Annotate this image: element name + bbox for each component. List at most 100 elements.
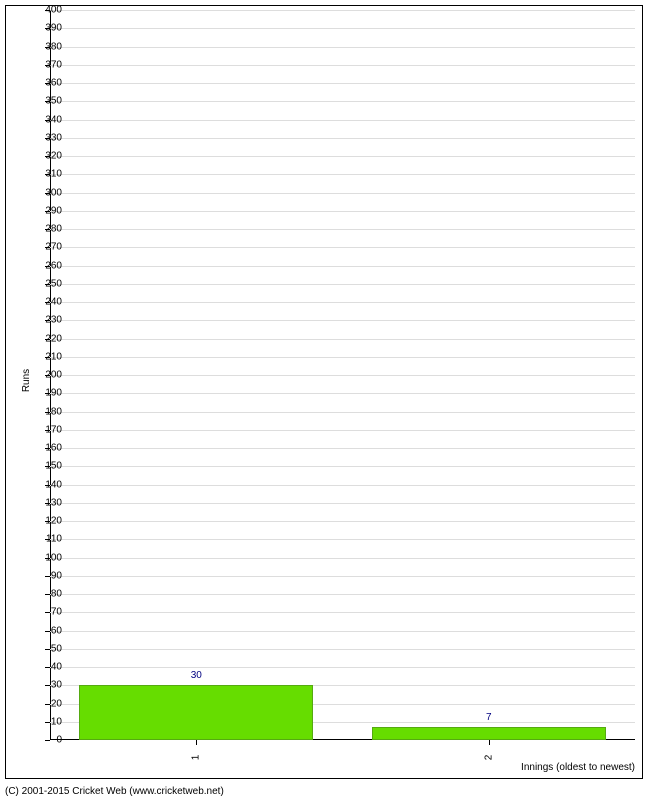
gridline: [50, 430, 635, 431]
y-tick-label: 310: [45, 169, 62, 180]
y-tick-label: 350: [45, 96, 62, 107]
gridline: [50, 485, 635, 486]
gridline: [50, 649, 635, 650]
y-tick-label: 260: [45, 260, 62, 271]
gridline: [50, 357, 635, 358]
y-tick-label: 100: [45, 552, 62, 563]
gridline: [50, 174, 635, 175]
y-tick-label: 190: [45, 388, 62, 399]
y-tick-label: 180: [45, 406, 62, 417]
gridline: [50, 576, 635, 577]
copyright-text: (C) 2001-2015 Cricket Web (www.cricketwe…: [5, 786, 224, 797]
y-tick-mark: [45, 722, 50, 723]
y-tick-label: 290: [45, 205, 62, 216]
gridline: [50, 28, 635, 29]
y-tick-label: 210: [45, 351, 62, 362]
y-tick-label: 110: [46, 534, 62, 545]
y-tick-label: 0: [56, 735, 62, 746]
y-tick-label: 220: [45, 333, 62, 344]
gridline: [50, 594, 635, 595]
gridline: [50, 211, 635, 212]
y-tick-label: 340: [45, 114, 62, 125]
gridline: [50, 466, 635, 467]
gridline: [50, 631, 635, 632]
y-tick-mark: [45, 685, 50, 686]
y-tick-label: 330: [45, 132, 62, 143]
gridline: [50, 558, 635, 559]
gridline: [50, 193, 635, 194]
gridline: [50, 10, 635, 11]
gridline: [50, 320, 635, 321]
gridline: [50, 375, 635, 376]
y-tick-mark: [45, 594, 50, 595]
gridline: [50, 667, 635, 668]
y-tick-label: 90: [51, 570, 62, 581]
y-tick-mark: [45, 704, 50, 705]
y-tick-label: 200: [45, 370, 62, 381]
y-tick-label: 80: [51, 589, 62, 600]
x-tick-mark: [196, 740, 197, 745]
y-tick-label: 320: [45, 151, 62, 162]
chart-container: 30 7 Runs Innings (oldest to newest) (C) …: [0, 0, 650, 800]
y-tick-label: 300: [45, 187, 62, 198]
gridline: [50, 247, 635, 248]
gridline: [50, 138, 635, 139]
bar: [79, 685, 313, 740]
gridline: [50, 284, 635, 285]
bar-value-label: 30: [191, 670, 202, 681]
y-tick-label: 390: [45, 23, 62, 34]
plot-area: 30 7: [50, 10, 635, 740]
gridline: [50, 266, 635, 267]
y-tick-label: 370: [45, 59, 62, 70]
y-tick-mark: [45, 740, 50, 741]
y-tick-label: 20: [51, 698, 62, 709]
gridline: [50, 83, 635, 84]
gridline: [50, 521, 635, 522]
y-tick-label: 40: [51, 662, 62, 673]
gridline: [50, 47, 635, 48]
x-tick-label: 2: [483, 755, 494, 761]
x-tick-mark: [489, 740, 490, 745]
y-tick-label: 50: [51, 643, 62, 654]
y-tick-label: 170: [45, 424, 62, 435]
gridline: [50, 503, 635, 504]
gridline: [50, 448, 635, 449]
gridline: [50, 229, 635, 230]
gridline: [50, 539, 635, 540]
gridline: [50, 120, 635, 121]
y-tick-label: 10: [51, 716, 62, 727]
x-tick-label: 1: [191, 755, 202, 761]
y-tick-label: 30: [51, 680, 62, 691]
y-tick-mark: [45, 576, 50, 577]
gridline: [50, 101, 635, 102]
y-tick-label: 270: [45, 242, 62, 253]
bar-value-label: 7: [486, 712, 492, 723]
y-tick-mark: [45, 649, 50, 650]
gridline: [50, 65, 635, 66]
y-tick-label: 230: [45, 315, 62, 326]
y-axis-label: Runs: [21, 369, 32, 392]
y-tick-label: 280: [45, 224, 62, 235]
y-tick-mark: [45, 631, 50, 632]
gridline: [50, 339, 635, 340]
y-tick-label: 140: [45, 479, 62, 490]
x-axis-label: Innings (oldest to newest): [521, 762, 635, 773]
y-tick-label: 250: [45, 278, 62, 289]
gridline: [50, 393, 635, 394]
y-tick-label: 60: [51, 625, 62, 636]
y-tick-label: 360: [45, 78, 62, 89]
gridline: [50, 612, 635, 613]
bar: [372, 727, 606, 740]
gridline: [50, 412, 635, 413]
y-tick-label: 130: [45, 497, 62, 508]
y-tick-label: 150: [45, 461, 62, 472]
y-tick-label: 400: [45, 5, 62, 16]
gridline: [50, 302, 635, 303]
y-tick-label: 240: [45, 297, 62, 308]
y-tick-label: 70: [51, 607, 62, 618]
y-tick-mark: [45, 667, 50, 668]
y-tick-label: 120: [45, 516, 62, 527]
y-tick-mark: [45, 612, 50, 613]
y-tick-label: 160: [45, 443, 62, 454]
y-tick-label: 380: [45, 41, 62, 52]
